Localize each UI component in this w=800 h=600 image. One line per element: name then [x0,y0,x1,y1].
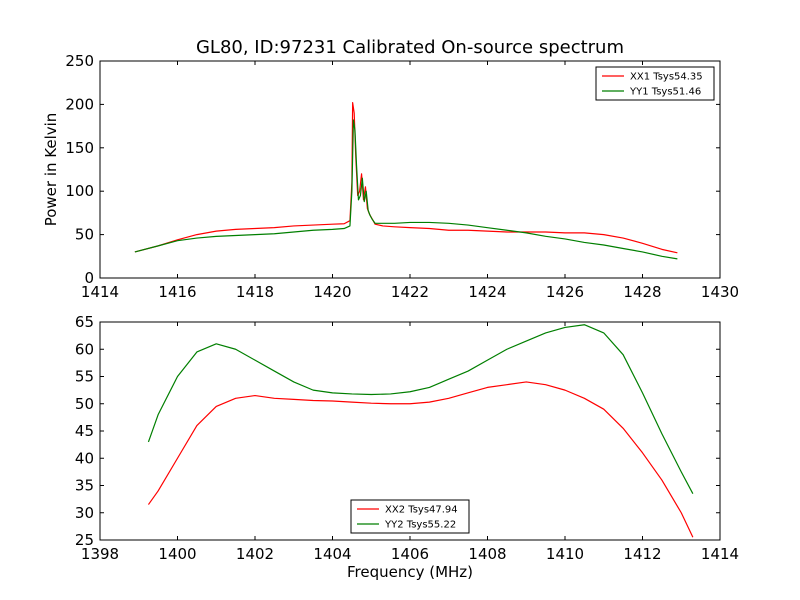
y-tick-label: 0 [84,269,94,287]
x-tick-label: 1414 [701,545,739,563]
y-axis-label: Power in Kelvin [42,113,60,227]
x-tick-label: 1416 [158,283,196,301]
x-tick-label: 1404 [313,545,351,563]
legend: XX2 Tsys47.94 YY2 Tsys55.22 [350,499,470,534]
x-tick-label: 1426 [546,283,584,301]
legend-entry-0: XX2 Tsys47.94 [385,505,458,516]
series-line-0-1 [134,119,678,260]
x-tick-label: 1408 [468,545,506,563]
x-tick-label: 1422 [391,283,429,301]
x-tick-label: 1406 [391,545,429,563]
y-tick-label: 150 [65,139,94,157]
y-tick-label: 50 [75,226,94,244]
y-tick-label: 30 [75,504,94,522]
figure-title: GL80, ID:97231 Calibrated On-source spec… [196,37,624,58]
x-tick-label: 1428 [623,283,661,301]
x-tick-label: 1420 [313,283,351,301]
y-tick-label: 25 [75,531,94,549]
y-tick-label: 60 [75,340,94,358]
x-tick-label: 1424 [468,283,506,301]
y-tick-label: 35 [75,477,94,495]
x-tick-label: 1430 [701,283,739,301]
x-tick-label: 1402 [236,545,274,563]
legend-entry-1: YY2 Tsys55.22 [384,520,456,531]
y-tick-label: 40 [75,449,94,467]
y-tick-label: 250 [65,52,94,70]
legend: XX1 Tsys54.35 YY1 Tsys51.46 [595,66,715,101]
bottom-spectrum-panel: 1398 1400 1402 1404 1406 1408 1410 1412 1414 25 30… [75,313,739,581]
y-tick-label: 100 [65,182,94,200]
series-line-0-0 [134,102,678,254]
legend-entry-0: XX1 Tsys54.35 [630,72,703,83]
series-line-1-1 [147,324,694,494]
x-tick-label: 1418 [236,283,274,301]
y-tick-label: 45 [75,422,94,440]
top-spectrum-panel: 1414 1416 1418 1420 1422 1424 1426 1428 1430 0 50 1… [42,52,739,301]
y-tick-label: 55 [75,368,94,386]
legend-box [595,66,715,101]
legend-box [350,499,470,534]
series-line-1-0 [147,381,694,538]
x-tick-label: 1412 [623,545,661,563]
y-tick-label: 65 [75,313,94,331]
legend-entry-1: YY1 Tsys51.46 [629,87,701,98]
x-axis-label: Frequency (MHz) [347,563,473,581]
x-tick-label: 1410 [546,545,584,563]
x-tick-label: 1414 [81,283,119,301]
x-tick-label: 1400 [158,545,196,563]
x-tick-label: 1398 [81,545,119,563]
y-tick-label: 200 [65,95,94,113]
y-tick-label: 50 [75,395,94,413]
